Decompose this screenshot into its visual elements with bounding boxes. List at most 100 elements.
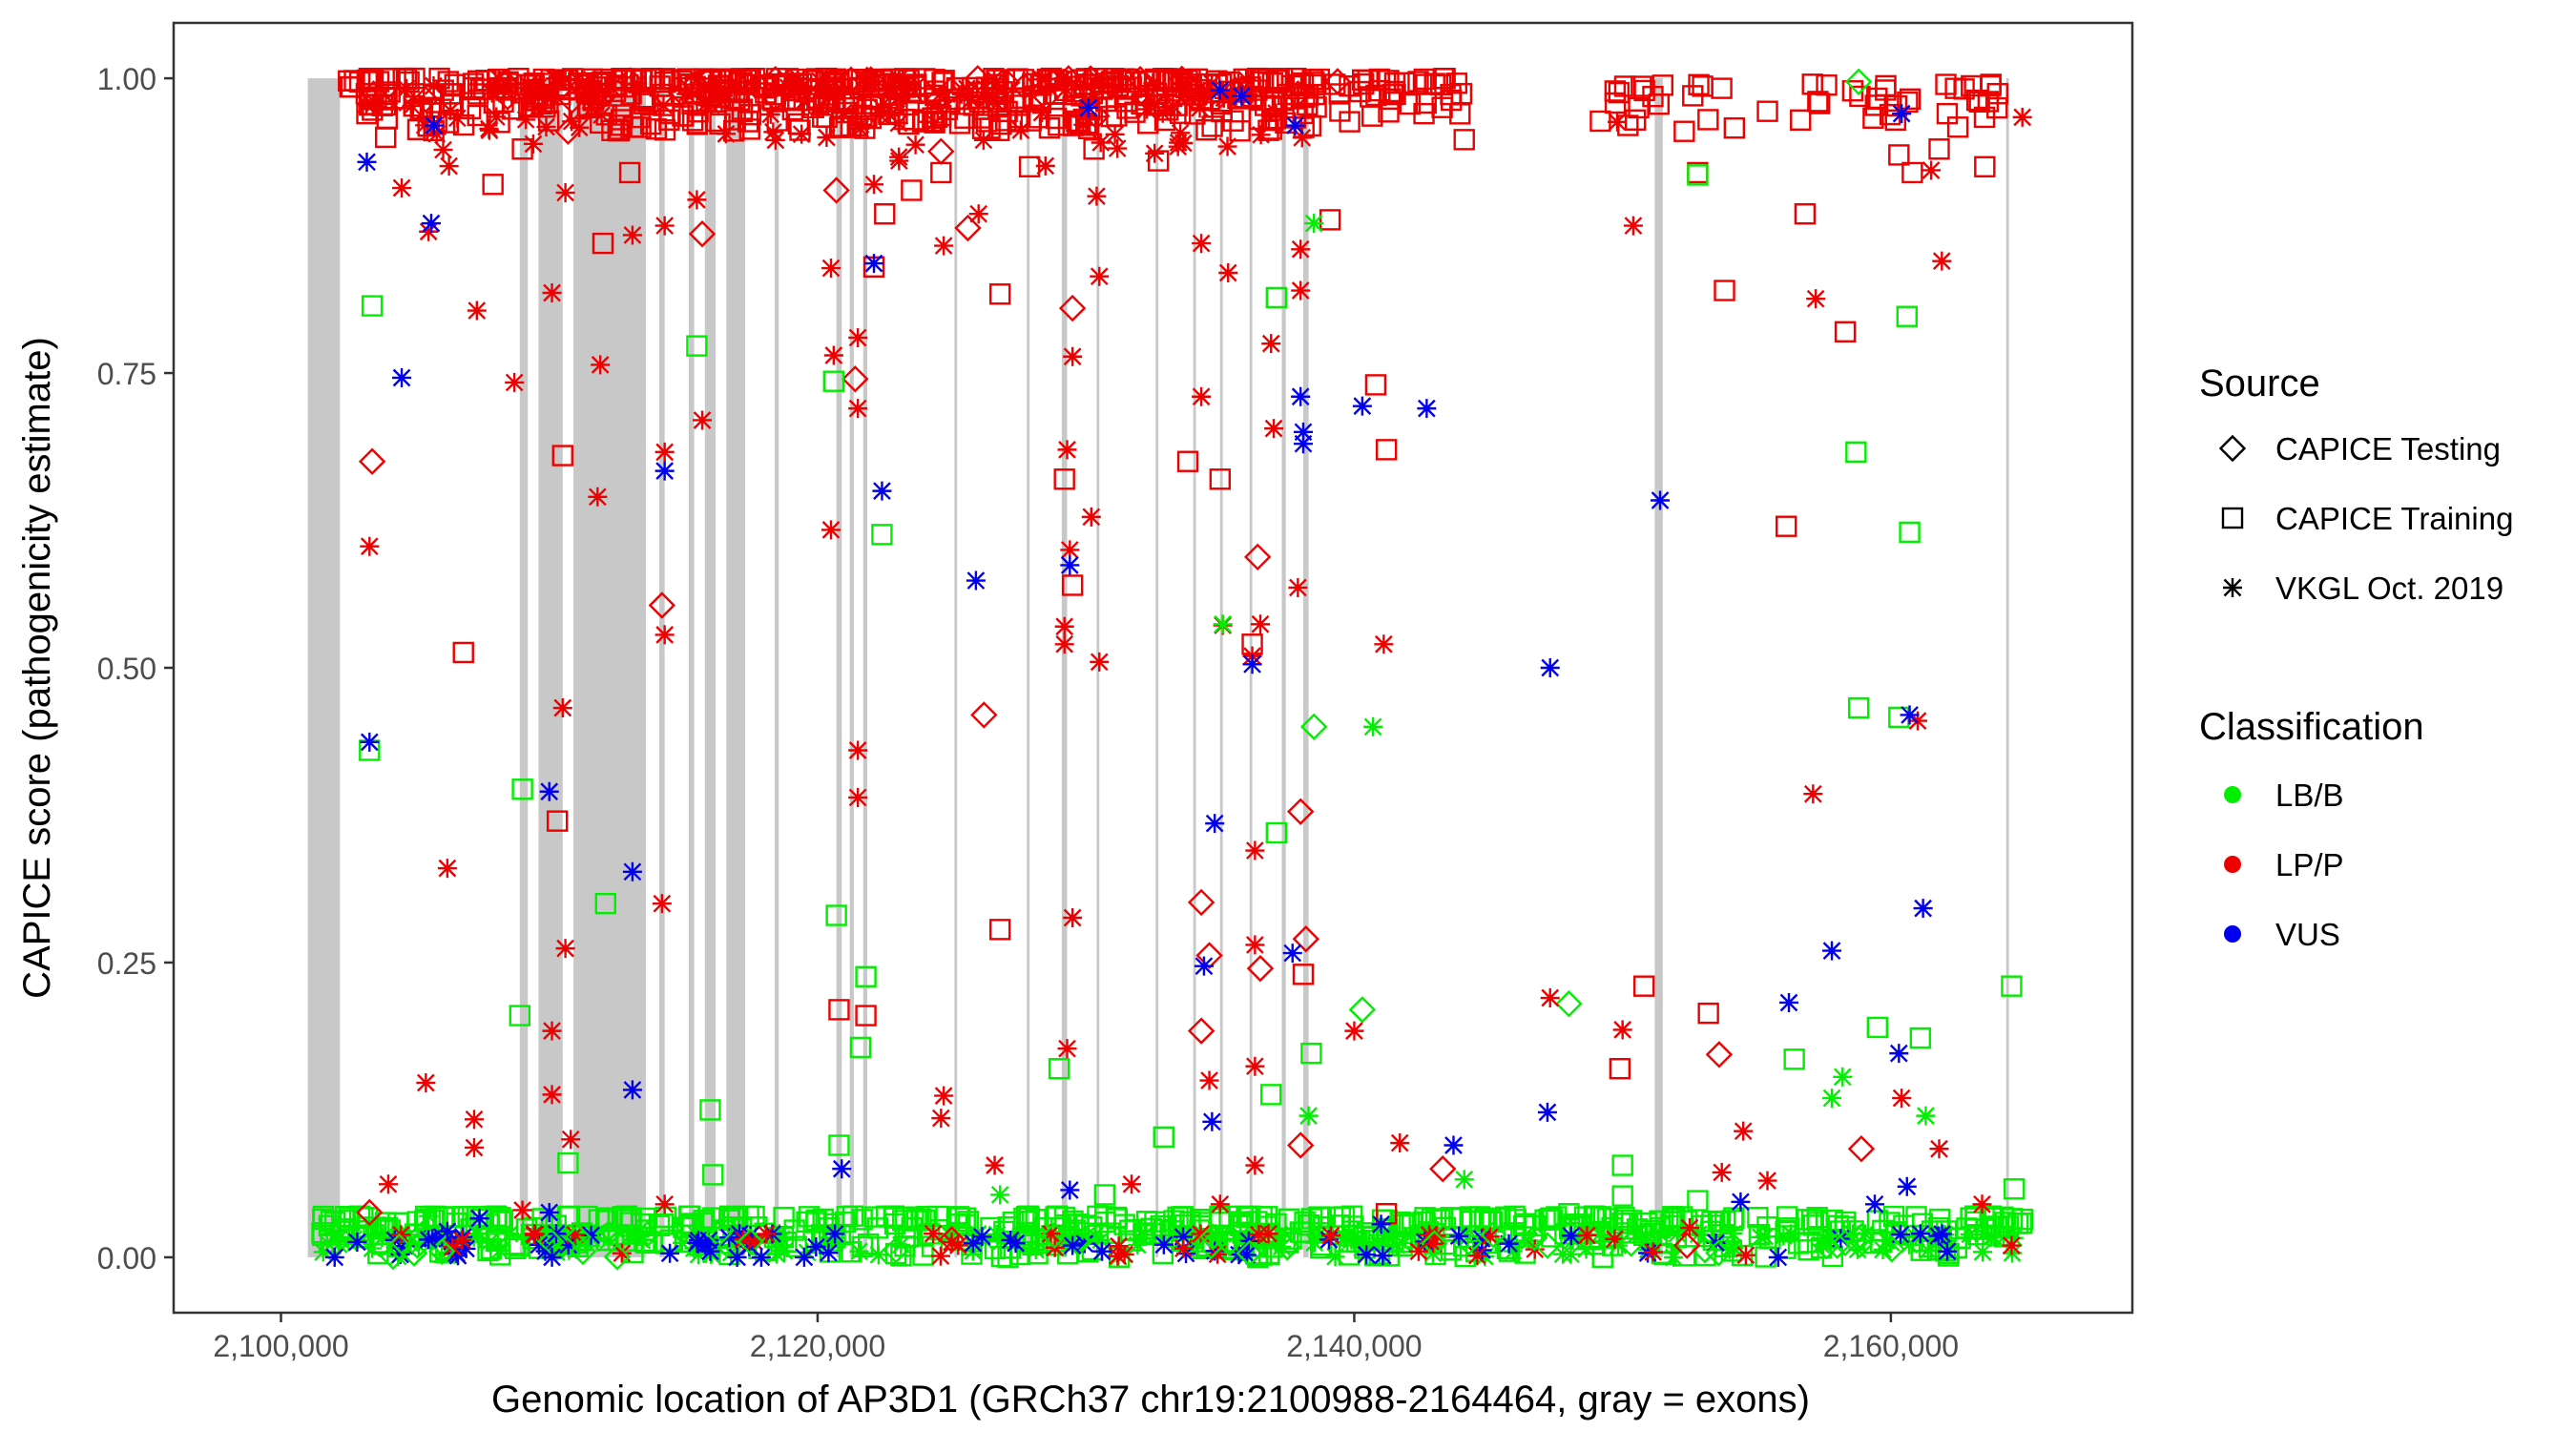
point-vkgl-oct-2019-lp-p — [789, 79, 809, 99]
point-vkgl-oct-2019-lp-p — [437, 859, 457, 879]
point-vkgl-oct-2019-lp-p — [1250, 614, 1270, 634]
legend-classification-title: Classification — [2199, 706, 2424, 748]
point-vkgl-oct-2019-lp-p — [1035, 156, 1055, 176]
point-capice-training-lp-p — [467, 104, 488, 127]
point-vkgl-oct-2019-lb-b — [500, 1224, 520, 1244]
point-capice-training-lp-p — [1617, 114, 1639, 136]
point-capice-testing-lb-b — [379, 1242, 407, 1271]
point-vkgl-oct-2019-vus — [825, 1224, 845, 1244]
point-vkgl-oct-2019-vus — [1176, 1244, 1196, 1264]
point-vkgl-oct-2019-lp-p — [957, 78, 977, 98]
point-capice-training-lb-b — [1597, 1208, 1619, 1230]
point-vkgl-oct-2019-vus — [1242, 654, 1262, 674]
exon-band — [659, 78, 665, 1257]
point-capice-testing-lp-p — [1847, 1135, 1876, 1163]
point-capice-training-lp-p — [1875, 79, 1897, 101]
point-capice-training-lp-p — [338, 70, 360, 92]
point-vkgl-oct-2019-lp-p — [693, 410, 713, 430]
point-vkgl-oct-2019-vus — [1779, 992, 1799, 1012]
point-capice-testing-lp-p — [841, 365, 869, 393]
point-vkgl-oct-2019-lp-p — [1679, 1218, 1699, 1238]
point-vkgl-oct-2019-lb-b — [1561, 1244, 1581, 1264]
point-capice-testing-lp-p — [668, 79, 696, 107]
point-vkgl-oct-2019-lp-p — [570, 117, 590, 137]
point-vkgl-oct-2019-lp-p — [1031, 103, 1051, 123]
point-capice-training-lp-p — [618, 161, 641, 184]
point-vkgl-oct-2019-lb-b — [1519, 1231, 1539, 1251]
point-vkgl-oct-2019-lp-p — [581, 98, 601, 118]
point-capice-training-lb-b — [1260, 1084, 1282, 1106]
point-vkgl-oct-2019-lp-p — [1087, 69, 1107, 89]
point-vkgl-oct-2019-lp-p — [1245, 1056, 1265, 1076]
point-vkgl-oct-2019-vus — [437, 1221, 457, 1241]
point-vkgl-oct-2019-vus — [1897, 1176, 1917, 1196]
point-vkgl-oct-2019-lb-b — [1128, 1234, 1148, 1255]
point-vkgl-oct-2019-lp-p — [1217, 136, 1237, 156]
point-vkgl-oct-2019-vus — [360, 732, 380, 752]
point-capice-training-lb-b — [1505, 1209, 1527, 1231]
x-tick-label: 2,100,000 — [213, 1329, 348, 1363]
point-capice-training-lb-b — [822, 370, 845, 392]
point-capice-training-lp-p — [737, 111, 759, 133]
point-vkgl-oct-2019-vus — [1174, 1227, 1194, 1247]
point-capice-training-lb-b — [1093, 1184, 1116, 1206]
point-capice-testing-lp-p — [1126, 65, 1154, 93]
point-capice-training-lb-b — [1541, 1226, 1563, 1248]
point-capice-training-lp-p — [988, 283, 1011, 305]
point-vkgl-oct-2019-lp-p — [467, 301, 487, 321]
point-vkgl-oct-2019-vus — [558, 1234, 578, 1255]
point-vkgl-oct-2019-vus — [794, 1247, 814, 1267]
point-vkgl-oct-2019-lp-p — [934, 236, 954, 256]
point-vkgl-oct-2019-lp-p — [1109, 1236, 1129, 1256]
point-vkgl-oct-2019-lp-p — [1291, 239, 1311, 259]
point-vkgl-oct-2019-lb-b — [1973, 1224, 1993, 1244]
point-vkgl-oct-2019-vus — [1900, 705, 1920, 725]
exon-band — [307, 78, 341, 1257]
point-vkgl-oct-2019-lp-p — [419, 221, 439, 241]
point-capice-training-lp-p — [1714, 280, 1735, 301]
point-capice-training-lp-p — [954, 107, 976, 129]
point-capice-training-lp-p — [1048, 114, 1070, 136]
point-vkgl-oct-2019-lp-p — [821, 520, 841, 540]
point-capice-training-lb-b — [836, 1205, 858, 1228]
point-vkgl-oct-2019-lp-p — [1972, 1194, 1992, 1214]
point-vkgl-oct-2019-lp-p — [1091, 133, 1111, 153]
point-vkgl-oct-2019-lp-p — [877, 81, 897, 101]
point-vkgl-oct-2019-lp-p — [542, 283, 562, 303]
point-vkgl-oct-2019-lp-p — [924, 113, 945, 133]
point-vkgl-oct-2019-lp-p — [1196, 86, 1216, 106]
point-capice-testing-lp-p — [1284, 80, 1312, 108]
point-capice-training-lb-b — [1510, 1226, 1532, 1248]
point-vkgl-oct-2019-lp-p — [1051, 69, 1071, 89]
point-capice-training-lp-p — [1794, 203, 1817, 225]
point-capice-testing-lb-b — [1273, 1234, 1301, 1261]
point-capice-training-lp-p — [990, 113, 1012, 135]
exon-bands — [307, 78, 2009, 1257]
point-vkgl-oct-2019-lp-p — [1081, 507, 1101, 527]
point-vkgl-oct-2019-lb-b — [1563, 1231, 1583, 1251]
point-capice-testing-lb-b — [1847, 1223, 1875, 1251]
point-vkgl-oct-2019-lb-b — [1774, 1226, 1794, 1246]
point-capice-training-lb-b — [1783, 1048, 1805, 1070]
exon-band — [1281, 78, 1286, 1257]
point-vkgl-oct-2019-lb-b — [419, 1206, 439, 1226]
point-capice-training-lp-p — [607, 118, 629, 140]
exon-band — [726, 78, 746, 1257]
point-capice-training-lb-b — [1614, 1209, 1636, 1232]
point-vkgl-oct-2019-lb-b — [1817, 1232, 1837, 1252]
point-vkgl-oct-2019-lp-p — [961, 90, 981, 110]
point-capice-training-lp-p — [1115, 91, 1137, 113]
point-vkgl-oct-2019-lp-p — [536, 116, 556, 136]
point-vkgl-oct-2019-lp-p — [1063, 346, 1083, 366]
point-vkgl-oct-2019-lp-p — [1108, 1246, 1128, 1266]
point-vkgl-oct-2019-lb-b — [1664, 1247, 1684, 1267]
point-capice-testing-lb-b — [1878, 1235, 1906, 1263]
point-capice-testing-lb-b — [1063, 1228, 1091, 1255]
point-capice-training-lp-p — [1378, 70, 1400, 92]
point-vkgl-oct-2019-lp-p — [863, 72, 883, 92]
point-vkgl-oct-2019-lp-p — [824, 72, 844, 92]
point-capice-training-lp-p — [1329, 100, 1351, 122]
point-vkgl-oct-2019-vus — [1205, 814, 1225, 834]
point-capice-testing-lb-b — [882, 1236, 910, 1264]
point-vkgl-oct-2019-vus — [719, 1228, 739, 1248]
